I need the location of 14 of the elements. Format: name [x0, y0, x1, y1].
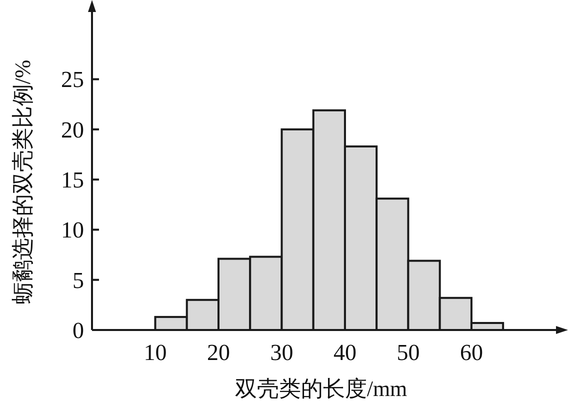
y-axis-title: 蛎鹬选择的双壳类比例/%	[10, 60, 35, 304]
y-tick-label: 10	[61, 218, 84, 243]
y-tick-label: 25	[61, 67, 84, 92]
x-tick-label: 50	[396, 340, 420, 365]
y-tick-label: 5	[72, 268, 84, 293]
x-axis-title: 双壳类的长度/mm	[234, 376, 408, 401]
y-tick-label: 20	[61, 117, 84, 142]
x-tick-label: 10	[144, 340, 167, 365]
x-tick-label: 20	[206, 340, 230, 365]
x-tick-label: 30	[270, 340, 294, 365]
x-tick-label: 60	[460, 340, 483, 365]
y-tick-label: 15	[61, 168, 84, 193]
y-tick-label: 0	[72, 318, 84, 343]
x-tick-label: 40	[333, 340, 356, 365]
